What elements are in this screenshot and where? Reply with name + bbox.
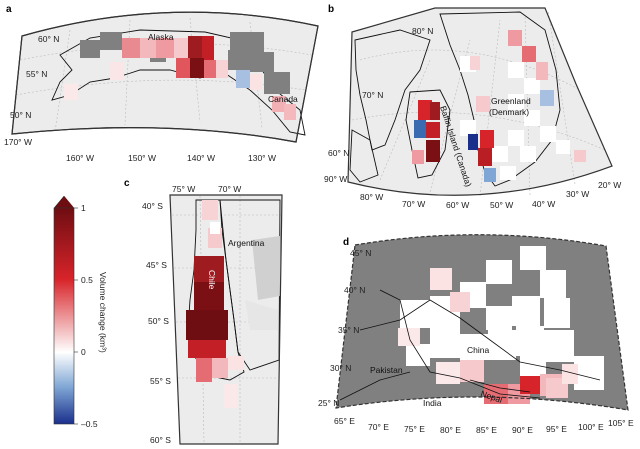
d-lat-tick: 45° N (350, 248, 371, 258)
b-lon-tick: 50° W (490, 200, 513, 210)
c-lat-tick: 45° S (146, 260, 167, 270)
panel-d-label: d (343, 237, 349, 248)
c-lat-tick: 40° S (142, 201, 163, 211)
d-lon-tick: 100° E (578, 422, 604, 432)
d-lon-tick: 95° E (546, 424, 567, 434)
panel-b-label: b (328, 4, 334, 15)
a-lat-tick: 55° N (26, 69, 47, 79)
place-greenland: Greenland (491, 96, 531, 106)
b-lat-tick: 70° N (362, 90, 383, 100)
d-lon-tick: 90° E (512, 425, 533, 435)
b-lon-tick: 70° W (402, 199, 425, 209)
colorbar-tick: 1 (81, 203, 86, 213)
colorbar: 1 0.5 0 –0.5 Volume change (km³) (53, 195, 108, 429)
d-lon-tick: 70° E (368, 422, 389, 432)
a-lon-tick: 160° W (66, 153, 94, 163)
c-lat-tick: 55° S (150, 376, 171, 386)
d-lat-tick: 25° N (318, 398, 339, 408)
panel-b-change-cells (412, 30, 586, 182)
b-lon-tick: 60° W (446, 200, 469, 210)
c-lat-tick: 60° S (150, 435, 171, 445)
panel-b-map: b Greenland (Denmark) Baffin Island (Can… (324, 4, 621, 210)
d-lat-tick: 35° N (338, 325, 359, 335)
b-lon-tick: 30° W (566, 189, 589, 199)
colorbar-tick: –0.5 (81, 419, 98, 429)
d-lon-tick: 65° E (334, 416, 355, 426)
panel-b-zero-cells (460, 56, 570, 180)
c-lon-tick: 75° W (172, 184, 195, 194)
place-india: India (423, 398, 442, 408)
panel-c-change-cells (186, 200, 244, 408)
b-lon-tick: 40° W (532, 199, 555, 209)
place-pakistan: Pakistan (370, 365, 403, 375)
c-lat-tick: 50° S (148, 316, 169, 326)
colorbar-tick: 0 (81, 347, 86, 357)
d-lat-tick: 30° N (330, 363, 351, 373)
a-lon-tick: 130° W (248, 153, 276, 163)
d-lon-tick: 105° E (608, 418, 634, 428)
panel-d-map: d China Pakistan India Nepal 45° N 40° N… (318, 234, 634, 435)
panel-c-label: c (124, 178, 130, 189)
panel-a-map: a Alaska Canada 60° N 55° N 50° N 170° W… (4, 4, 319, 163)
a-lon-tick: 140° W (187, 153, 215, 163)
b-lon-tick: 80° W (360, 192, 383, 202)
panel-c-map: c Argentina Chile 75° W 70° W 40° S 45° … (124, 178, 283, 445)
place-argentina: Argentina (228, 238, 265, 248)
place-chile: Chile (207, 270, 217, 290)
colorbar-scale (53, 207, 75, 425)
b-lon-tick: 90° W (324, 174, 347, 184)
b-lat-tick: 80° N (412, 26, 433, 36)
place-china: China (467, 345, 489, 355)
colorbar-tick: 0.5 (81, 275, 93, 285)
panel-d-zero-cells (400, 246, 604, 390)
place-canada-a: Canada (268, 94, 298, 104)
place-alaska: Alaska (148, 32, 174, 42)
a-lat-tick: 50° N (10, 110, 31, 120)
a-lon-tick: 150° W (128, 153, 156, 163)
d-lon-tick: 75° E (404, 424, 425, 434)
greenland-land (439, 11, 561, 187)
c-lon-tick: 70° W (218, 184, 241, 194)
d-lon-tick: 80° E (440, 425, 461, 435)
panel-a-label: a (6, 4, 12, 15)
d-lon-tick: 85° E (476, 425, 497, 435)
panel-a-change-cells (64, 36, 296, 120)
a-lat-tick: 60° N (38, 34, 59, 44)
d-lat-tick: 40° N (344, 285, 365, 295)
a-lon-tick: 170° W (4, 137, 32, 147)
panel-d-change-cells (398, 268, 578, 404)
colorbar-extend-arrow (53, 195, 75, 209)
place-denmark: (Denmark) (489, 107, 529, 117)
colorbar-title: Volume change (km³) (98, 272, 108, 353)
b-lon-tick: 20° W (598, 180, 621, 190)
b-lat-tick: 60° N (328, 148, 349, 158)
